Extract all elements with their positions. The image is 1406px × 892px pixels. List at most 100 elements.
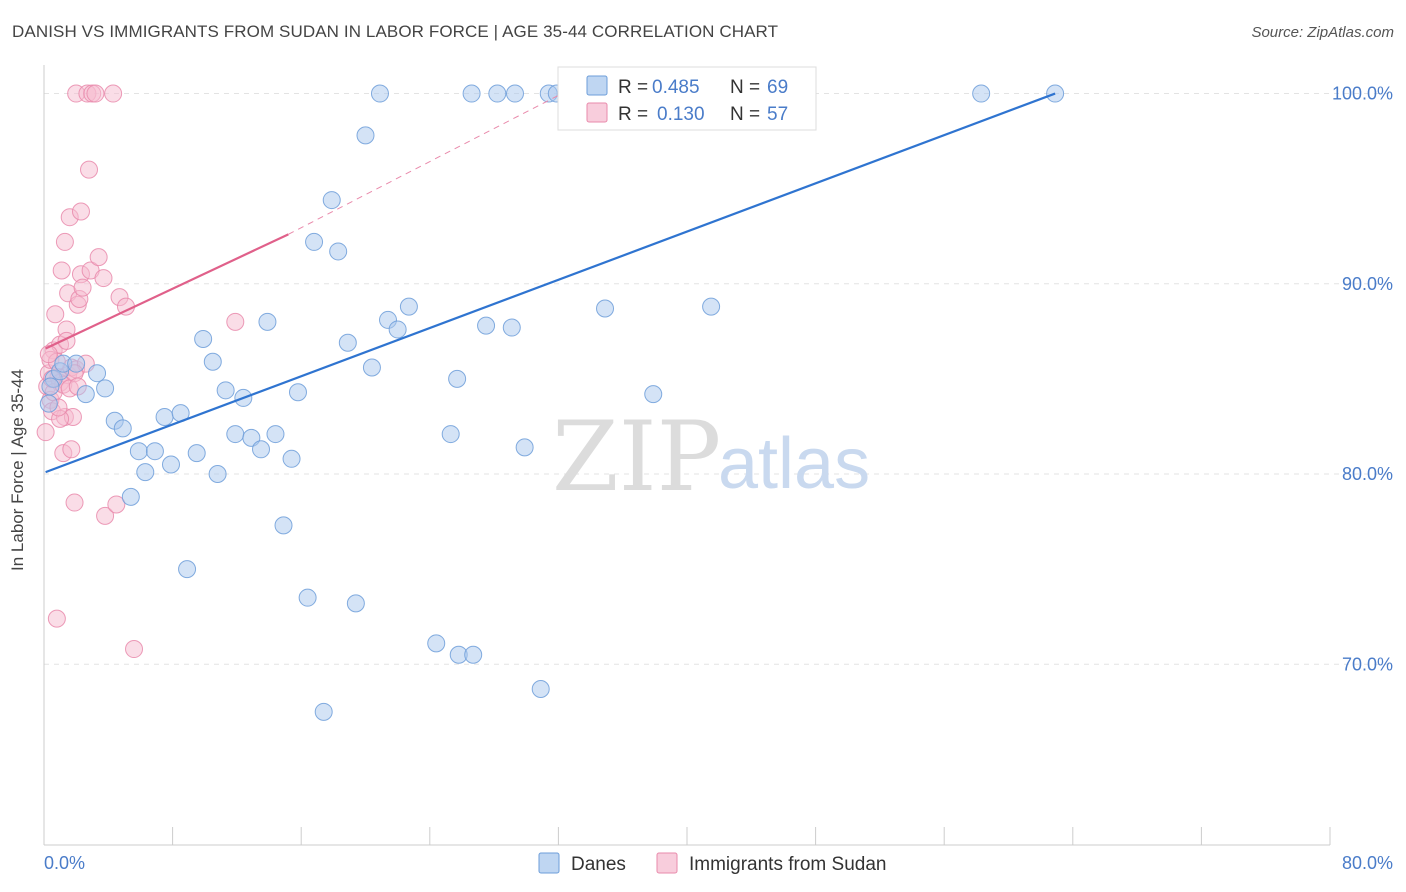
sudan-point [107,495,126,514]
sudan-point [226,312,245,331]
x-tick-max: 80.0% [1342,853,1393,873]
sudan-point [65,493,84,512]
legend-n-label-danes: N = [730,77,760,98]
sudan-point [46,305,65,324]
danes-point [972,84,991,103]
danes-point [282,449,301,468]
y-tick-labels: 70.0% 80.0% 90.0% 100.0% [1332,84,1393,675]
danes-point [644,385,663,404]
danes-point [515,438,534,457]
legend-swatch-sudan [586,102,608,123]
legend-n-value-sudan: 57 [767,104,788,125]
sudan-point [62,440,81,459]
legend-r-value-sudan: 0.130 [657,104,705,125]
danes-point [322,191,341,210]
danes-point [531,680,550,698]
sudan-point [125,640,144,659]
trend-lines [45,92,1056,474]
danes-point [464,645,483,664]
danes-point [155,407,174,426]
legend-r-label-danes: R = [618,77,648,98]
legend-swatch-danes [586,75,608,96]
danes-point [266,425,285,444]
sudan-point [94,269,113,288]
danes-point [67,354,86,373]
danes-point [88,364,107,383]
danes-point [314,702,333,721]
danes-point [298,588,317,607]
sudan-point [39,345,58,364]
stats-legend: R = 0.485 N = 69 R = 0.130 N = 57 [557,66,817,131]
y-tick-label: 80.0% [1342,464,1393,484]
bottom-legend-swatch-sudan [656,852,678,874]
danes-point [178,560,197,579]
sudan-point [36,423,55,442]
danes-point [203,352,222,371]
danes-point [477,316,496,335]
watermark-zip: ZIP [552,401,721,513]
sudan-point [55,232,74,251]
danes-point [388,320,407,339]
danes-point [462,84,481,103]
danes-point [356,126,375,145]
sudan-point [52,261,71,280]
legend-r-value-danes: 0.485 [652,77,700,98]
sudan-trend-line [45,233,289,350]
danes-point [216,381,235,400]
gridlines [44,93,1393,665]
series-legend: Danes Immigrants from Sudan [538,852,886,875]
danes-point [187,444,206,463]
danes-point [113,419,132,438]
sudan-series [36,84,245,659]
y-tick-label: 100.0% [1332,84,1393,104]
danes-point [346,594,365,613]
sudan-point [47,609,66,628]
danes-trend-line [45,92,1056,474]
y-tick-label: 70.0% [1342,654,1393,674]
danes-point [226,425,245,444]
danes-point [136,463,155,482]
danes-point [399,297,418,316]
danes-point [441,425,460,444]
danes-point [329,242,348,261]
x-tick-min: 0.0% [44,853,85,873]
bottom-legend-swatch-danes [538,852,560,874]
y-tick-label: 90.0% [1342,274,1393,294]
danes-point [305,232,324,251]
legend-n-value-danes: 69 [767,77,788,98]
danes-point [702,297,721,316]
danes-point [96,379,115,398]
sudan-point [80,160,99,179]
bottom-legend-sudan: Immigrants from Sudan [689,854,886,875]
bottom-legend-danes: Danes [571,854,626,875]
legend-r-label-sudan: R = [618,104,648,125]
danes-point [145,442,164,461]
danes-point [274,516,293,535]
danes-point [596,299,615,318]
danes-point [427,634,446,653]
danes-point [129,442,148,461]
danes-point [161,455,180,474]
danes-point [76,385,95,404]
sudan-point [96,506,115,525]
danes-point [362,358,381,377]
danes-point [338,333,357,352]
danes-point [194,329,213,348]
sudan-point [89,248,108,267]
danes-point [505,84,524,103]
sudan-point [71,202,90,221]
source-label: Source: ZipAtlas.com [1251,24,1394,41]
axes [43,65,1331,846]
sudan-trend-extension [288,94,559,235]
danes-point [258,312,277,331]
danes-point [488,84,507,103]
danes-point [121,487,140,506]
danes-point [370,84,389,103]
sudan-point [86,84,105,103]
danes-point [252,440,271,459]
sudan-point [104,84,123,103]
sudan-point [73,278,92,297]
chart-title: DANISH VS IMMIGRANTS FROM SUDAN IN LABOR… [12,22,779,41]
danes-point [502,318,521,337]
